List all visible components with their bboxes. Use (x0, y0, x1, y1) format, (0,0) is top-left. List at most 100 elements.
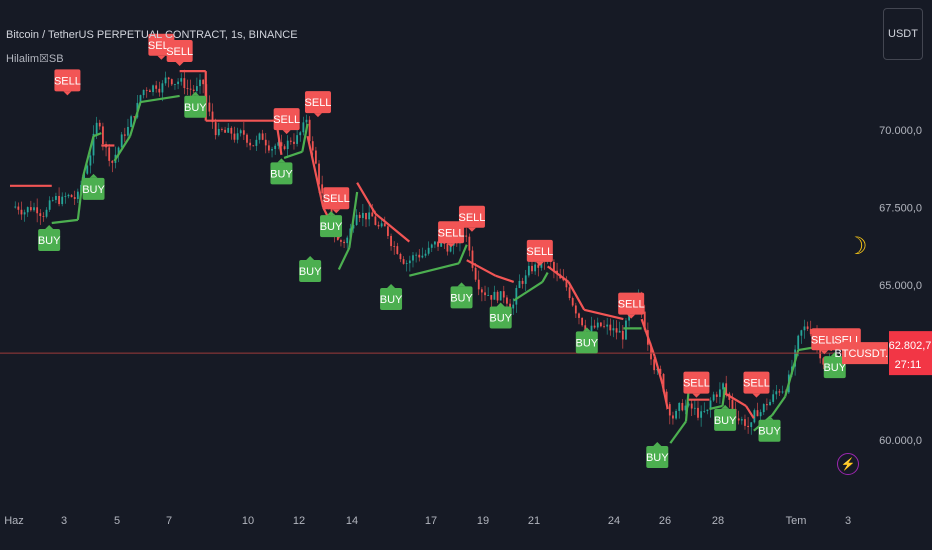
candle-body (440, 243, 443, 247)
candle-body (600, 322, 602, 327)
last-price-tag[interactable]: 62.802,7 27:11 (889, 331, 932, 376)
candle-body (199, 79, 201, 87)
candle-body (158, 88, 161, 93)
buy-trend-segment (337, 247, 351, 270)
signal-pointer (721, 404, 730, 409)
candle-body (289, 140, 292, 142)
buy-signal[interactable]: BUY (758, 415, 781, 442)
buy-signal[interactable]: BUY (82, 173, 105, 200)
candle-body (430, 244, 433, 248)
sell-signal[interactable]: SELL (618, 292, 645, 319)
candle-body (643, 311, 646, 331)
candle-body (809, 328, 812, 335)
buy-trend-segment (541, 272, 549, 283)
buy-signal[interactable]: BUY (320, 211, 343, 238)
sell-trend-segment (466, 259, 496, 277)
candle-body (574, 305, 577, 314)
signal-box (618, 292, 645, 315)
candle-body (527, 265, 530, 276)
buy-signal[interactable]: BUY (450, 282, 473, 309)
currency-button[interactable]: USDT (883, 8, 923, 60)
sell-signal[interactable]: SELL (811, 328, 838, 355)
signal-pointer (820, 350, 829, 355)
buy-signal[interactable]: BUY (184, 91, 207, 118)
candle-body (800, 330, 803, 336)
sell-trend-segment (724, 392, 747, 407)
buy-signal[interactable]: BUY (646, 442, 669, 469)
sell-signal[interactable]: SELL (166, 39, 193, 66)
sell-trend-segment (745, 405, 755, 419)
sell-trend-segment (567, 281, 586, 311)
price-tick-label: 67.500,0 (879, 203, 922, 215)
candle-body (268, 145, 270, 151)
signal-box (811, 328, 838, 351)
candle-body (402, 259, 405, 264)
signal-pointer (496, 302, 505, 307)
sell-signal[interactable]: SELL (305, 91, 332, 118)
signal-pointer (765, 415, 774, 420)
buy-signal[interactable]: BUY (823, 352, 847, 379)
signal-pointer (387, 283, 396, 288)
candle-body (48, 200, 51, 210)
sell-signal[interactable]: SELL (273, 108, 300, 135)
candle-body (230, 127, 233, 134)
candle-body (662, 374, 665, 392)
signal-pointer (306, 256, 315, 261)
candle-body (668, 404, 671, 416)
candle-body (737, 418, 740, 421)
signal-box (166, 39, 193, 62)
signal-pointer (582, 327, 591, 332)
buy-trend-segment (409, 262, 460, 277)
sell-signal[interactable]: SELL (438, 221, 465, 248)
candle-body (343, 241, 345, 244)
sell-signal[interactable]: SELL (459, 205, 486, 232)
candle-body (443, 243, 446, 244)
lightning-bolt-icon[interactable]: ⚡ (837, 453, 859, 475)
candle-body (36, 207, 39, 214)
candle-body (227, 127, 230, 133)
candle-body (130, 116, 133, 127)
buy-signal[interactable]: BUY (489, 302, 513, 329)
sell-signal[interactable]: SELL (526, 239, 553, 266)
buy-signal[interactable]: BUY (380, 283, 403, 310)
signal-box (489, 306, 512, 329)
symbol-price-tag[interactable]: BTCUSDT.P (834, 342, 896, 365)
signal-pointer (467, 227, 476, 232)
sell-signal[interactable]: SELL (683, 371, 710, 398)
candle-body (415, 254, 418, 256)
candle-body (615, 328, 618, 333)
candle-body (822, 358, 825, 365)
candle-body (531, 265, 533, 272)
buy-signal[interactable]: BUY (299, 256, 322, 283)
sell-signal[interactable]: SELL (743, 371, 770, 398)
price-tick-label: 60.000,0 (879, 435, 922, 447)
signal-box (758, 419, 781, 442)
candle-body (236, 133, 239, 140)
buy-trend-segment (113, 135, 131, 162)
sell-signal[interactable]: SELL (323, 187, 350, 214)
candle-body (408, 260, 411, 264)
signal-label: SELL (54, 75, 81, 87)
buy-signal[interactable]: BUY (575, 327, 599, 354)
candle-body (252, 145, 255, 147)
candle-body (180, 78, 183, 82)
candle-body (39, 213, 42, 217)
candle-body (731, 399, 734, 409)
candle-body (512, 304, 515, 309)
candle-body (139, 95, 142, 103)
buy-signal[interactable]: BUY (38, 225, 61, 252)
candle-body (518, 280, 521, 289)
signal-label: SELL (526, 246, 553, 258)
candle-body (521, 280, 524, 284)
crescent-moon-icon: ☽ (846, 233, 868, 260)
indicator-name[interactable]: Hilalim☒SB (6, 53, 64, 65)
candle-body (678, 402, 681, 411)
signal-box (380, 287, 403, 310)
buy-trend-segment (669, 420, 687, 444)
signal-pointer (627, 314, 636, 319)
candle-body (102, 126, 104, 145)
buy-signal[interactable]: BUY (270, 158, 293, 185)
sell-signal[interactable]: SELL (54, 69, 81, 96)
buy-signal[interactable]: BUY (714, 404, 737, 431)
